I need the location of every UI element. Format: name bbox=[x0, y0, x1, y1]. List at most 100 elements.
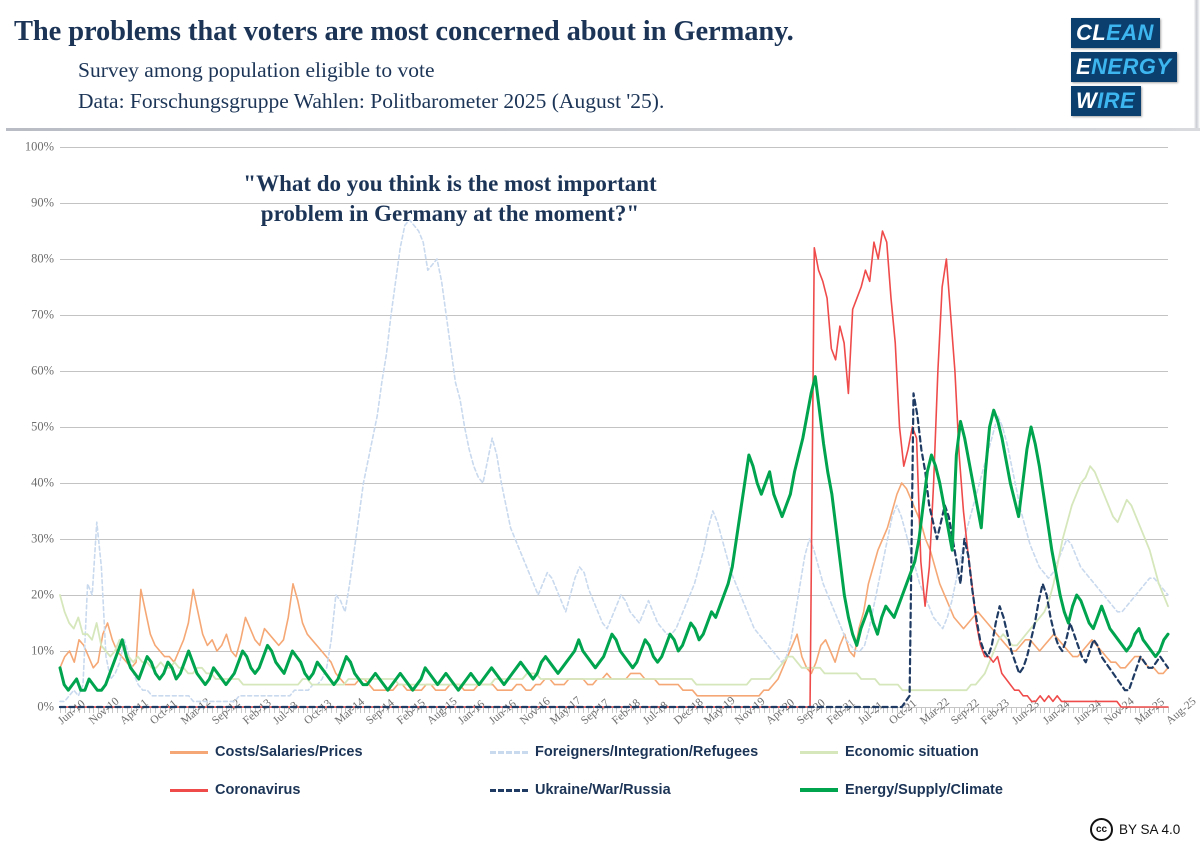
x-tickmark bbox=[944, 707, 946, 713]
x-tickmark bbox=[254, 707, 256, 713]
x-tickmark bbox=[706, 707, 708, 713]
x-tickmark bbox=[521, 707, 523, 713]
logo-energy-white: E bbox=[1076, 54, 1092, 79]
legend-swatch bbox=[170, 750, 208, 754]
x-tickmark bbox=[873, 707, 875, 713]
x-tickmark bbox=[269, 707, 271, 713]
gridline bbox=[60, 483, 1168, 484]
logo-wire-blue: IRE bbox=[1097, 88, 1136, 113]
x-tickmark bbox=[573, 707, 575, 713]
legend-item[interactable]: Energy/Supply/Climate bbox=[800, 782, 1003, 798]
x-tickmark bbox=[354, 707, 356, 713]
x-tickmark bbox=[911, 707, 913, 713]
x-tickmark bbox=[968, 707, 970, 713]
x-tickmark bbox=[673, 707, 675, 713]
x-tickmark bbox=[896, 707, 898, 713]
x-tickmark bbox=[987, 707, 989, 713]
logo-clean-white: CL bbox=[1076, 20, 1107, 45]
x-tickmark bbox=[1087, 707, 1089, 713]
chart-container: 0% 10% 20% 30% 40% 50% 60% 70% 80% 90% 100% Jun-10… bbox=[0, 131, 1200, 848]
legend-swatch bbox=[800, 750, 838, 754]
x-tickmark bbox=[720, 707, 722, 713]
x-tickmark bbox=[93, 707, 95, 713]
x-tickmark bbox=[112, 707, 114, 713]
x-tickmark bbox=[402, 707, 404, 713]
x-tickmark bbox=[331, 707, 333, 713]
x-tickmark bbox=[659, 707, 661, 713]
x-tickmark bbox=[98, 707, 100, 713]
chart-question-line-1: "What do you think is the most important bbox=[243, 171, 657, 196]
x-tickmark bbox=[811, 707, 813, 713]
gridline bbox=[60, 651, 1168, 652]
x-tickmark bbox=[1101, 707, 1103, 713]
x-tickmark bbox=[416, 707, 418, 713]
x-tickmark bbox=[1091, 707, 1093, 713]
x-tickmark bbox=[288, 707, 290, 713]
x-tickmark bbox=[825, 707, 827, 713]
x-tickmark bbox=[559, 707, 561, 713]
x-tickmark bbox=[1168, 707, 1169, 713]
y-tick-label: 100% bbox=[24, 139, 54, 154]
y-tick-label: 70% bbox=[31, 307, 54, 322]
x-tickmark bbox=[763, 707, 765, 713]
x-tickmark bbox=[345, 707, 347, 713]
x-tickmark bbox=[516, 707, 518, 713]
x-tickmark bbox=[1044, 707, 1046, 713]
x-tickmark bbox=[1134, 707, 1136, 713]
x-tickmark bbox=[663, 707, 665, 713]
x-tickmark bbox=[302, 707, 304, 713]
x-tickmark bbox=[992, 707, 994, 713]
legend-item[interactable]: Economic situation bbox=[800, 744, 979, 760]
page-subtitle-survey: Survey among population eligible to vote bbox=[78, 58, 435, 82]
y-tick-label: 40% bbox=[31, 475, 54, 490]
x-tickmark bbox=[421, 707, 423, 713]
legend-item[interactable]: Ukraine/War/Russia bbox=[490, 782, 671, 798]
x-tickmark bbox=[454, 707, 456, 713]
x-tickmark bbox=[60, 707, 61, 713]
x-tickmark bbox=[131, 707, 133, 713]
legend-item[interactable]: Coronavirus bbox=[170, 782, 300, 798]
x-tickmark bbox=[782, 707, 784, 713]
x-tickmark bbox=[126, 707, 128, 713]
x-tickmark bbox=[1158, 707, 1160, 713]
x-tickmark bbox=[1030, 707, 1032, 713]
x-tickmark bbox=[892, 707, 894, 713]
x-tickmark bbox=[202, 707, 204, 713]
x-tickmark bbox=[806, 707, 808, 713]
x-tickmark bbox=[1039, 707, 1041, 713]
x-tickmark bbox=[963, 707, 965, 713]
x-tickmark bbox=[235, 707, 237, 713]
x-tickmark bbox=[644, 707, 646, 713]
x-tickmark bbox=[1001, 707, 1003, 713]
x-tickmark bbox=[1053, 707, 1055, 713]
x-tickmark bbox=[449, 707, 451, 713]
x-tickmark bbox=[1011, 707, 1013, 713]
x-tickmark bbox=[958, 707, 960, 713]
x-tickmark bbox=[1115, 707, 1117, 713]
y-tick-label: 60% bbox=[31, 363, 54, 378]
x-tickmark bbox=[278, 707, 280, 713]
x-tickmark bbox=[687, 707, 689, 713]
x-tickmark bbox=[792, 707, 794, 713]
x-tickmark bbox=[107, 707, 109, 713]
x-tickmark bbox=[1129, 707, 1131, 713]
x-tickmark bbox=[1006, 707, 1008, 713]
x-tickmark bbox=[378, 707, 380, 713]
x-tickmark bbox=[397, 707, 399, 713]
gridline bbox=[60, 315, 1168, 316]
x-tickmark bbox=[973, 707, 975, 713]
legend-item[interactable]: Costs/Salaries/Prices bbox=[170, 744, 363, 760]
x-tickmark bbox=[835, 707, 837, 713]
x-tickmark bbox=[1106, 707, 1108, 713]
x-tickmark bbox=[188, 707, 190, 713]
x-tickmark bbox=[178, 707, 180, 713]
x-tickmark bbox=[920, 707, 922, 713]
x-tickmark bbox=[264, 707, 266, 713]
x-tickmark bbox=[1153, 707, 1155, 713]
x-tickmark bbox=[640, 707, 642, 713]
x-tickmark bbox=[435, 707, 437, 713]
x-tickmark bbox=[150, 707, 152, 713]
y-tick-label: 80% bbox=[31, 251, 54, 266]
legend-item[interactable]: Foreigners/Integration/Refugees bbox=[490, 744, 758, 760]
x-tickmark bbox=[954, 707, 955, 713]
